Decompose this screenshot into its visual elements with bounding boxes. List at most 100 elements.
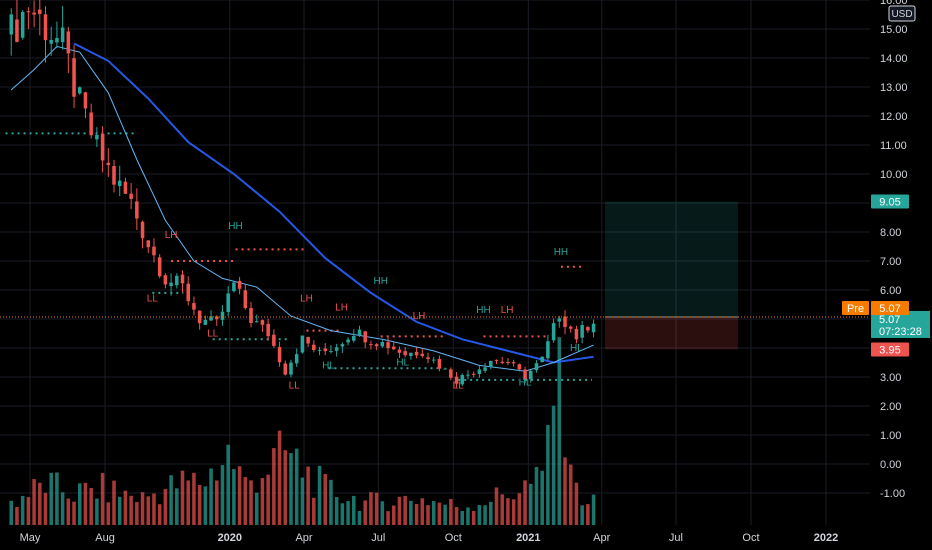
pivot-label: LH	[501, 305, 514, 316]
volume-bar	[352, 495, 356, 525]
volume-bar	[89, 487, 93, 525]
long-position-tool[interactable]	[604, 201, 738, 350]
time-axis[interactable]	[0, 525, 870, 550]
premarket-label: Pre	[847, 303, 864, 315]
candle-body	[551, 323, 556, 341]
premarket-label-box	[842, 300, 869, 315]
volume-bar	[437, 502, 442, 525]
candle-body	[346, 339, 350, 343]
candle-body	[277, 347, 282, 363]
pivot-labels: LL LH LL HH LL LH HL LH HH HL LH LL HH LH HL HH HL	[147, 221, 583, 392]
candle-body	[306, 337, 310, 344]
volume-bar	[471, 510, 476, 525]
volume-bar	[534, 466, 539, 525]
volume-bar	[283, 450, 288, 525]
pivot-label: LH	[413, 311, 426, 322]
time-axis-labels: May Aug 2020 Apr Jul Oct 2021 Apr Jul Oct 2022	[20, 532, 839, 544]
price-tag-text: 9.05	[879, 197, 900, 209]
volume-bar	[226, 444, 230, 525]
price-axis-tick: 15.00	[880, 24, 908, 36]
volume-bar	[272, 448, 276, 525]
price-tag-box	[871, 194, 909, 209]
volume-bar	[277, 430, 282, 525]
volume-bar	[106, 502, 111, 525]
candle-body	[380, 342, 385, 347]
candle-body	[317, 349, 322, 351]
candle-body	[15, 19, 19, 42]
currency-label[interactable]: USD	[891, 9, 912, 20]
volume-bar	[500, 494, 504, 525]
candle-body	[214, 316, 219, 320]
price-axis[interactable]	[870, 0, 932, 550]
volume-bar	[169, 475, 173, 525]
pivot-label: LL	[289, 381, 301, 392]
time-axis-tick: 2021	[516, 532, 540, 544]
volume-bar	[180, 470, 185, 525]
volume-bar	[95, 498, 99, 525]
volume-bar	[9, 500, 14, 525]
volume-bar	[77, 483, 82, 525]
candle-body	[357, 329, 362, 336]
price-tag-box	[871, 342, 909, 357]
time-axis-tick: May	[20, 532, 41, 544]
pivot-label: LH	[165, 230, 178, 241]
volume-bar	[186, 480, 190, 525]
volume-bar	[563, 457, 567, 525]
volume-bar	[32, 479, 36, 525]
price-axis-tick: 10.00	[880, 169, 908, 181]
candle-body	[106, 162, 111, 166]
candle-body	[20, 11, 25, 38]
candle-body	[220, 311, 225, 320]
volume-bar	[551, 405, 556, 525]
volume-bars	[9, 337, 596, 525]
candle-body	[449, 369, 453, 378]
candle-body	[352, 335, 356, 341]
candle-body	[574, 328, 579, 340]
volume-bar	[426, 505, 430, 525]
price-tag-text: 3.95	[879, 344, 900, 356]
candle-body	[55, 38, 59, 43]
candle-body	[477, 369, 482, 375]
candle-body	[112, 166, 116, 185]
candle-body	[546, 341, 550, 359]
candle-body	[391, 346, 396, 350]
candlesticks	[9, 0, 596, 388]
currency-button[interactable]: USD	[888, 5, 916, 22]
volume-bar	[477, 505, 482, 525]
candle-body	[300, 335, 305, 353]
pivot-label: HL	[322, 360, 335, 371]
volume-bar	[83, 482, 88, 525]
pivot-label: HL	[519, 378, 532, 389]
premarket-price-tag-text: 5.07	[879, 303, 900, 315]
currency-button-frame[interactable]	[888, 5, 916, 22]
time-axis-tick: Jul	[669, 532, 683, 544]
candle-body	[528, 370, 533, 380]
price-axis-tick: 12.00	[880, 111, 908, 123]
volume-bar	[117, 496, 122, 525]
candle-body	[140, 221, 145, 239]
candle-body	[192, 303, 196, 310]
candle-body	[471, 373, 476, 375]
time-axis-tick: 2022	[814, 532, 838, 544]
volume-bar	[232, 469, 236, 525]
moving-average-slow	[73, 42, 594, 364]
volume-bar	[369, 492, 373, 525]
volume-bar	[528, 483, 533, 525]
time-axis-tick: Oct	[742, 532, 759, 544]
volume-bar	[363, 500, 367, 525]
candle-body	[403, 351, 407, 356]
volume-bar	[289, 453, 293, 525]
candle-body	[237, 280, 242, 289]
volume-bar	[591, 494, 596, 525]
price-axis-tick: 13.00	[880, 82, 908, 94]
candle-body	[95, 134, 99, 140]
price-axis-tick: 3.00	[880, 372, 901, 384]
candle-body	[443, 368, 447, 370]
candle-body	[157, 257, 162, 277]
candle-body	[209, 316, 213, 321]
volume-bar	[260, 478, 265, 525]
last-price-value: 5.07	[879, 314, 900, 326]
volume-bar	[540, 470, 544, 525]
candle-body	[580, 325, 584, 338]
